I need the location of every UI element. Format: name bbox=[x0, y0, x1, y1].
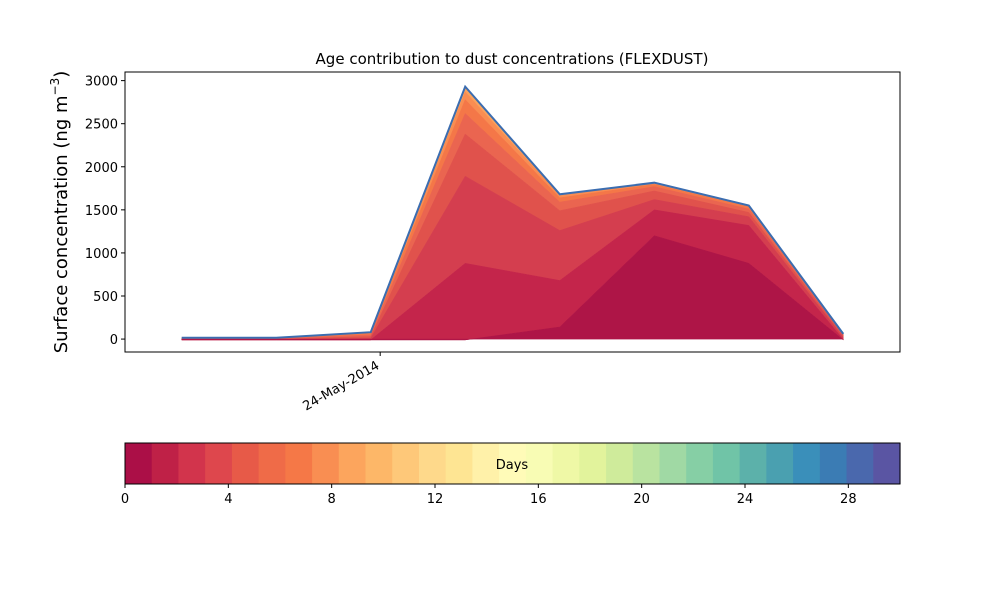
y-tick-label: 3000 bbox=[85, 75, 118, 90]
area-series-0-1 bbox=[181, 235, 844, 341]
colorbar-segment bbox=[632, 443, 661, 484]
y-axis-label-main: Surface concentration (ng m bbox=[51, 95, 72, 353]
colorbar-frame bbox=[124, 442, 901, 485]
colorbar-segment bbox=[418, 443, 447, 484]
colorbar-segment bbox=[739, 443, 767, 484]
y-tick-label: 1000 bbox=[85, 247, 118, 262]
colorbar-segment bbox=[338, 443, 367, 484]
area-layer bbox=[181, 86, 844, 341]
colorbar-segment bbox=[873, 443, 901, 484]
y-axis-label-exponent: −3 bbox=[48, 78, 62, 96]
colorbar-segment bbox=[712, 443, 741, 484]
colorbar-segment bbox=[686, 443, 714, 484]
colorbar-segment bbox=[392, 443, 420, 484]
colorbar-segment bbox=[151, 443, 180, 484]
colorbar-segment bbox=[659, 443, 687, 484]
y-tick-label: 2000 bbox=[85, 161, 118, 176]
colorbar-segment bbox=[312, 443, 340, 484]
colorbar-tick-label: 4 bbox=[224, 492, 232, 507]
colorbar-segment bbox=[285, 443, 313, 484]
colorbar-ticks: 0 4 8 12 16 20 24 28 bbox=[121, 484, 857, 507]
x-tick-label: 24-May-2014 bbox=[301, 358, 383, 414]
colorbar-segment bbox=[552, 443, 580, 484]
colorbar-tick-label: 20 bbox=[633, 492, 650, 507]
colorbar-segment bbox=[499, 443, 527, 484]
colorbar-tick-label: 8 bbox=[328, 492, 336, 507]
colorbar-segment bbox=[258, 443, 286, 484]
colorbar-segment bbox=[125, 443, 153, 484]
colorbar-tick-label: 24 bbox=[737, 492, 754, 507]
y-axis-label: Surface concentration (ng m−3) bbox=[48, 71, 72, 354]
x-axis: 24-May-2014 bbox=[301, 352, 383, 414]
colorbar-segment bbox=[606, 443, 634, 484]
line-layer bbox=[181, 84, 845, 339]
colorbar-segment bbox=[525, 443, 554, 484]
plot-frame bbox=[124, 71, 901, 353]
colorbar-segment bbox=[205, 443, 233, 484]
y-tick-label: 500 bbox=[93, 290, 118, 305]
colorbar-segment bbox=[472, 443, 500, 484]
colorbar-segment bbox=[819, 443, 848, 484]
colorbar-label: Days bbox=[496, 458, 529, 473]
colorbar-segment bbox=[579, 443, 607, 484]
colorbar-tick-label: 28 bbox=[840, 492, 857, 507]
y-axis-label-close: ) bbox=[51, 71, 72, 78]
colorbar-tick-label: 12 bbox=[427, 492, 444, 507]
y-tick-label: 2500 bbox=[85, 118, 118, 133]
colorbar-segment bbox=[846, 443, 874, 484]
y-tick-label: 0 bbox=[110, 333, 118, 348]
colorbar-segment bbox=[231, 443, 260, 484]
colorbar-tick-label: 0 bbox=[121, 492, 129, 507]
colorbar-tick-label: 16 bbox=[530, 492, 547, 507]
chart-title: Age contribution to dust concentrations … bbox=[316, 50, 709, 68]
colorbar-segment bbox=[793, 443, 821, 484]
y-tick-label: 1500 bbox=[85, 204, 118, 219]
colorbar-segment bbox=[178, 443, 206, 484]
colorbar bbox=[125, 443, 901, 484]
colorbar-segment bbox=[445, 443, 474, 484]
colorbar-segment bbox=[365, 443, 393, 484]
colorbar-segment bbox=[766, 443, 794, 484]
total-line bbox=[181, 84, 845, 339]
y-axis: 0 500 1000 1500 2000 2500 3000 bbox=[85, 75, 125, 348]
